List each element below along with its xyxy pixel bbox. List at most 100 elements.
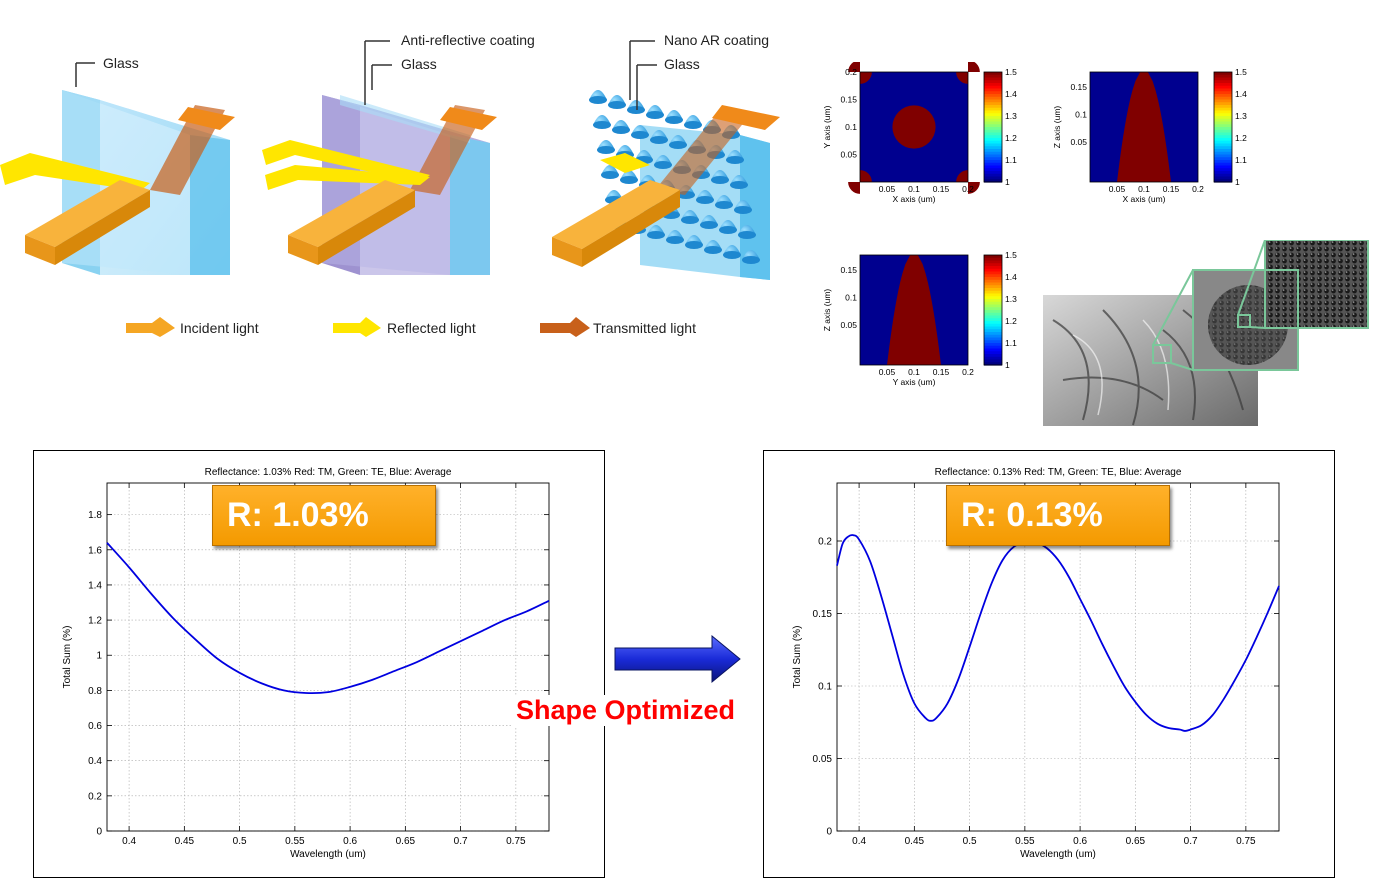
map-circle-region bbox=[892, 105, 936, 149]
transmitted-beam bbox=[150, 105, 235, 195]
colorbar-tick-label: 1.1 bbox=[1005, 155, 1017, 165]
colorbar-segment bbox=[1214, 118, 1232, 123]
series-line-average bbox=[106, 542, 550, 695]
colorbar-segment bbox=[1214, 96, 1232, 101]
panel1-glass-label: Glass bbox=[103, 55, 139, 71]
colorbar-segment bbox=[984, 359, 1002, 363]
map-xtick-label: 0.2 bbox=[962, 367, 974, 377]
index-map-xy: 0.05 0.1 0.15 0.20.20.150.10.05X axis (um)Y… bbox=[822, 62, 1017, 204]
colorbar-segment bbox=[984, 279, 1002, 284]
nano-cone-base bbox=[734, 206, 752, 214]
y-axis-label: Total Sum (%) bbox=[792, 626, 803, 689]
colorbar-tick-label: 1.1 bbox=[1005, 338, 1017, 348]
shape-optimized-label: Shape Optimized bbox=[512, 695, 740, 726]
nano-cone-base bbox=[681, 216, 699, 224]
colorbar-segment bbox=[1214, 138, 1232, 142]
colorbar-segment bbox=[1214, 88, 1232, 92]
colorbar-segment bbox=[1214, 154, 1232, 158]
y-tick-label: 0.05 bbox=[813, 754, 833, 765]
legend-transmitted: Transmitted light bbox=[540, 317, 696, 337]
panel3-coating-label: Nano AR coating bbox=[664, 32, 769, 48]
colorbar-segment bbox=[984, 282, 1002, 286]
y-tick-label: 0.8 bbox=[88, 686, 102, 697]
colorbar-segment bbox=[984, 132, 1002, 136]
x-tick-label: 0.6 bbox=[343, 836, 357, 847]
y-tick-label: 1.2 bbox=[88, 616, 102, 627]
colorbar-segment bbox=[984, 343, 1002, 347]
y-tick-label: 0.4 bbox=[88, 756, 102, 767]
colorbar-segment bbox=[984, 129, 1002, 134]
map-ylabel: Z axis (um) bbox=[822, 289, 832, 332]
x-tick-label: 0.4 bbox=[122, 836, 136, 847]
colorbar-segment bbox=[984, 307, 1002, 311]
nano-cone-base bbox=[684, 121, 702, 129]
y-tick-label: 0.2 bbox=[88, 791, 102, 802]
colorbar-segment bbox=[984, 334, 1002, 339]
legend-incident: Incident light bbox=[126, 317, 259, 337]
nano-cone-base bbox=[669, 141, 687, 149]
colorbar-frame bbox=[983, 71, 1003, 183]
map-xtick-label: 0.1 bbox=[908, 184, 920, 194]
colorbar-segment bbox=[984, 94, 1002, 98]
colorbar-segment bbox=[1214, 85, 1232, 90]
colorbar-tick-label: 1.5 bbox=[1005, 250, 1017, 260]
nano-cone-base bbox=[723, 251, 741, 259]
colorbar-segment bbox=[984, 110, 1002, 114]
colorbar-segment bbox=[984, 154, 1002, 158]
colorbar-segment bbox=[984, 299, 1002, 303]
map-xtick-label: 0.15 bbox=[933, 184, 950, 194]
colorbar-segment bbox=[1214, 143, 1232, 147]
legend-reflected: Reflected light bbox=[333, 317, 476, 337]
colorbar-segment bbox=[984, 151, 1002, 156]
colorbar-segment bbox=[984, 72, 1002, 76]
colorbar-segment bbox=[1214, 149, 1232, 153]
colorbar-segment bbox=[984, 266, 1002, 270]
map-ytick-label: 0.2 bbox=[845, 67, 857, 77]
colorbar-segment bbox=[1214, 80, 1232, 84]
map-ytick-label: 0.15 bbox=[840, 95, 857, 105]
colorbar-segment bbox=[984, 96, 1002, 101]
colorbar-segment bbox=[984, 176, 1002, 180]
colorbar-segment bbox=[1214, 127, 1232, 131]
colorbar-segment bbox=[984, 168, 1002, 172]
map-mask-top bbox=[860, 62, 968, 72]
x-tick-label: 0.75 bbox=[506, 836, 526, 847]
panel3-glass-label: Glass bbox=[664, 56, 700, 72]
colorbar-segment bbox=[1214, 168, 1232, 172]
map-frame bbox=[859, 71, 969, 183]
x-axis-label: Wavelength (um) bbox=[1020, 849, 1096, 860]
colorbar-segment bbox=[984, 301, 1002, 306]
reflectance-badge-before: R: 1.03% bbox=[212, 485, 436, 546]
nano-cone-base bbox=[620, 176, 638, 184]
map-mask-bottom bbox=[860, 182, 968, 194]
colorbar-segment bbox=[1214, 124, 1232, 128]
colorbar-tick-label: 1 bbox=[1005, 360, 1010, 370]
colorbar-segment bbox=[1214, 173, 1232, 178]
colorbar-segment bbox=[1214, 135, 1232, 139]
map-xtick-label: 0.05 bbox=[879, 367, 896, 377]
nano-cone-base bbox=[719, 226, 737, 234]
colorbar-segment bbox=[984, 160, 1002, 164]
colorbar-segment bbox=[984, 362, 1002, 366]
colorbar-segment bbox=[1214, 72, 1232, 76]
nano-cone-base bbox=[654, 161, 672, 169]
colorbar-segment bbox=[984, 99, 1002, 103]
map-xtick-label: 0.15 bbox=[933, 367, 950, 377]
legend-transmitted-label: Transmitted light bbox=[593, 320, 696, 336]
x-tick-label: 0.65 bbox=[1126, 836, 1146, 847]
series-line-average bbox=[836, 534, 1280, 732]
x-tick-label: 0.55 bbox=[285, 836, 305, 847]
nano-cone-base bbox=[597, 146, 615, 154]
colorbar-segment bbox=[1214, 132, 1232, 136]
x-axis-label: Wavelength (um) bbox=[290, 849, 366, 860]
incident-beam bbox=[25, 180, 150, 265]
colorbar-segment bbox=[1214, 179, 1232, 183]
colorbar-segment bbox=[984, 171, 1002, 175]
x-tick-label: 0.55 bbox=[1015, 836, 1035, 847]
colorbar-segment bbox=[1214, 74, 1232, 79]
colorbar-segment bbox=[984, 323, 1002, 328]
colorbar-segment bbox=[984, 329, 1002, 333]
nano-cone-base bbox=[700, 221, 718, 229]
map-ytick-label: 0.15 bbox=[840, 265, 857, 275]
index-map-yz: 0.05 0.1 0.15 0.20.150.10.05Y axis (um)Z ax… bbox=[822, 250, 1017, 387]
